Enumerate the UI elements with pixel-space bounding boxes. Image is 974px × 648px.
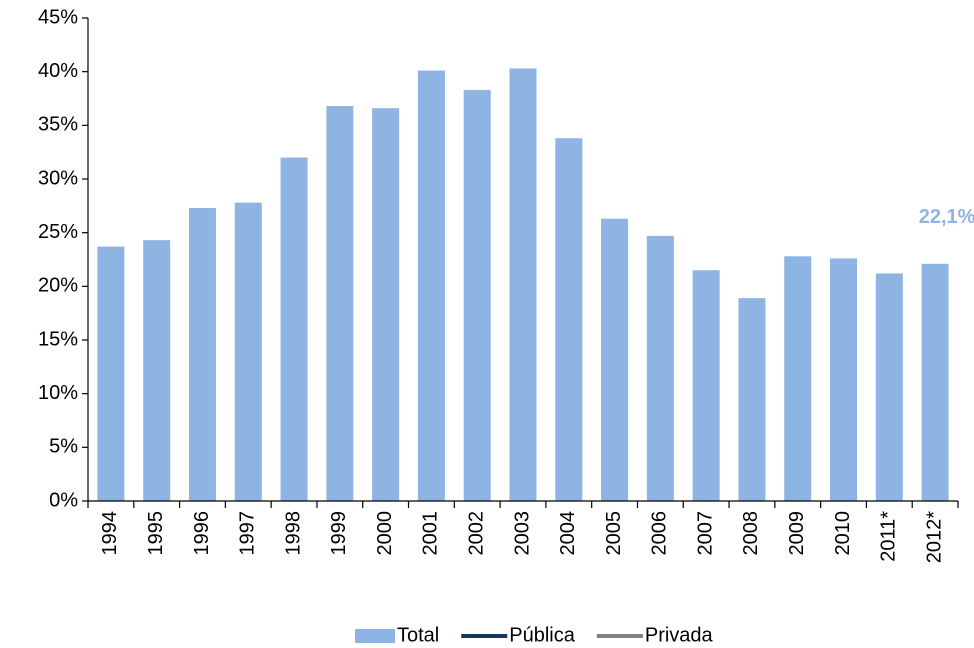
bar <box>417 70 445 502</box>
bar <box>830 258 858 501</box>
x-tick-label: 2003 <box>511 511 533 556</box>
bar <box>97 246 125 501</box>
legend-label: Pública <box>509 624 575 646</box>
legend-label: Privada <box>645 624 714 646</box>
x-tick-label: 2005 <box>603 511 625 556</box>
y-tick-label: 45% <box>38 6 78 28</box>
bar <box>463 89 491 501</box>
x-tick-label: 1997 <box>237 511 259 556</box>
x-tick-label: 1999 <box>328 511 350 556</box>
bar <box>692 270 720 501</box>
bar <box>555 138 583 502</box>
y-tick-label: 35% <box>38 114 78 136</box>
bar <box>601 218 629 502</box>
x-tick-label: 2011* <box>878 511 900 562</box>
bar <box>509 68 537 502</box>
bar <box>234 202 262 501</box>
x-tick-label: 2008 <box>740 511 762 556</box>
x-tick-label: 1996 <box>191 511 213 556</box>
bar <box>280 157 308 502</box>
y-tick-label: 25% <box>38 221 78 243</box>
x-tick-label: 1995 <box>145 511 167 556</box>
x-tick-label: 1994 <box>99 511 121 556</box>
bar <box>372 108 400 501</box>
x-tick-label: 2000 <box>374 511 396 556</box>
x-tick-label: 2001 <box>420 511 442 556</box>
y-tick-label: 30% <box>38 167 78 189</box>
x-tick-label: 2010 <box>832 511 854 556</box>
bar <box>875 273 903 501</box>
y-tick-label: 15% <box>38 328 78 350</box>
legend-label: Total <box>397 624 439 646</box>
x-tick-label: 2002 <box>465 511 487 556</box>
x-tick-label: 2012* <box>923 511 945 563</box>
y-tick-label: 20% <box>38 275 78 297</box>
bar <box>921 263 949 501</box>
y-tick-label: 10% <box>38 382 78 404</box>
legend-swatch <box>355 629 395 643</box>
bar <box>188 207 216 502</box>
y-tick-label: 40% <box>38 60 78 82</box>
x-tick-label: 1998 <box>282 511 304 556</box>
x-tick-label: 2009 <box>786 511 808 556</box>
x-tick-label: 2007 <box>694 511 716 556</box>
bar <box>738 298 766 501</box>
x-tick-label: 2006 <box>649 511 671 556</box>
bar <box>646 235 674 502</box>
bar <box>326 106 354 501</box>
y-tick-label: 5% <box>49 436 78 458</box>
bar <box>784 256 812 501</box>
value-label: 22,1% <box>919 206 974 228</box>
bar <box>143 240 171 501</box>
x-tick-label: 2004 <box>557 511 579 556</box>
y-tick-label: 0% <box>49 489 78 511</box>
